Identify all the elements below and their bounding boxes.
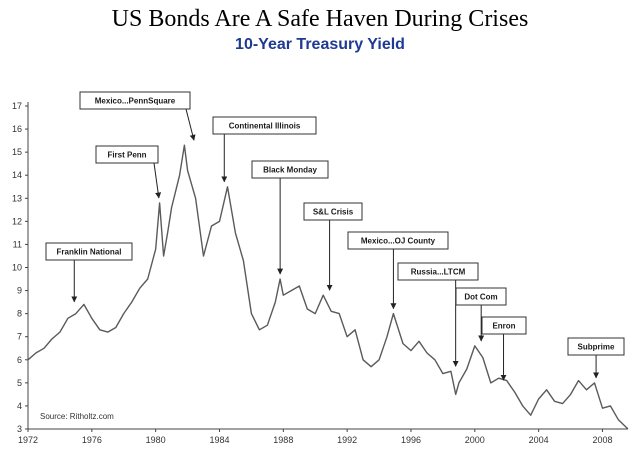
y-tick-label: 16 [12, 124, 22, 134]
x-tick-label: 2000 [465, 435, 485, 445]
annotation-box [303, 202, 363, 221]
annotation-label: Mexico...OJ County [361, 237, 436, 246]
y-tick-label: 4 [17, 401, 22, 411]
chart-title: US Bonds Are A Safe Haven During Crises [111, 6, 529, 32]
y-tick-label: 9 [17, 286, 22, 296]
annotation-label: Black Monday [263, 166, 317, 175]
x-tick-label: 1988 [273, 435, 293, 445]
y-tick-label: 13 [12, 193, 22, 203]
annotation-box [567, 337, 625, 356]
y-tick-label: 11 [13, 239, 22, 249]
annotation-label: S&L Crisis [313, 208, 354, 217]
annotation-box [397, 262, 479, 281]
x-tick-label: 2004 [529, 435, 549, 445]
y-tick-label: 6 [17, 355, 22, 365]
x-tick-label: 2008 [592, 435, 612, 445]
annotation-arrow [185, 108, 196, 141]
annotation-label: Franklin National [57, 248, 122, 257]
y-tick-label: 15 [12, 147, 22, 157]
yield-series-line [27, 144, 629, 430]
chart-subtitle: 10-Year Treasury Yield [235, 36, 405, 53]
y-tick-label: 10 [12, 263, 22, 273]
annotation-label: Continental Illinois [229, 122, 301, 131]
x-tick-label: 1972 [18, 435, 38, 445]
x-tick-label: 1980 [146, 435, 166, 445]
y-tick-label: 7 [17, 332, 22, 342]
x-tick-label: 1996 [401, 435, 421, 445]
annotation-box [212, 116, 317, 135]
y-tick-label: 17 [12, 101, 22, 111]
annotation-label: Subprime [578, 343, 615, 352]
annotation-label: First Penn [107, 151, 146, 160]
annotation-box [95, 145, 159, 164]
y-tick-label: 5 [17, 378, 22, 388]
annotation-box [481, 316, 527, 335]
source-note: Source: Ritholtz.com [40, 412, 114, 421]
annotation-label: Dot Com [464, 293, 497, 302]
y-tick-label: 3 [17, 424, 22, 434]
x-tick-label: 1976 [82, 435, 102, 445]
annotation-label: Mexico...PennSquare [95, 97, 176, 106]
y-tick-label: 8 [17, 309, 22, 319]
annotation-box [251, 160, 329, 179]
annotation-label: Russia...LTCM [411, 268, 466, 277]
x-tick-label: 1984 [209, 435, 229, 445]
annotation-box [79, 91, 191, 110]
y-tick-label: 14 [12, 170, 22, 180]
y-tick-label: 12 [12, 216, 22, 226]
annotation-box [347, 231, 449, 250]
annotation-arrow [153, 162, 162, 199]
x-tick-label: 1992 [337, 435, 357, 445]
annotation-box [455, 287, 507, 306]
annotation-label: Enron [492, 322, 515, 331]
annotation-box [45, 242, 133, 261]
